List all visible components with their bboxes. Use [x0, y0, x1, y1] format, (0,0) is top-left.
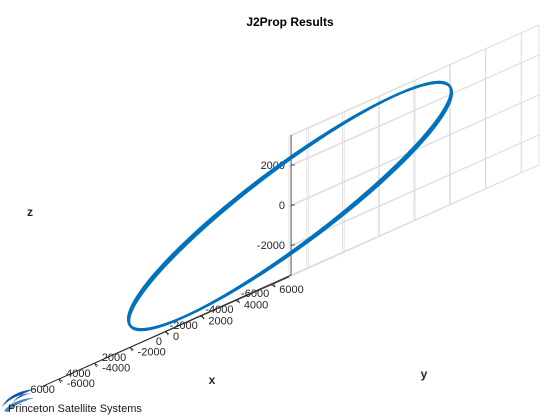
x-tick-label: 0	[156, 336, 162, 348]
orbit-line	[128, 80, 452, 332]
pss-swoosh-logo-accent	[4, 398, 34, 412]
y-tick-label: 2000	[208, 315, 232, 327]
z-tick-label: 2000	[261, 160, 285, 172]
y-tick-label: 6000	[279, 284, 303, 296]
y-tick-label: -4000	[102, 362, 130, 374]
y-tick-mark	[93, 363, 99, 366]
chart-title: J2Prop Results	[246, 15, 334, 29]
z-tick-label: 0	[279, 200, 285, 212]
brand-logo	[2, 389, 36, 412]
x-tick-label: -6000	[241, 288, 269, 300]
x-axis-label: x	[209, 373, 216, 387]
y-tick-label: 4000	[244, 300, 268, 312]
pss-swoosh-logo-icon	[2, 389, 36, 407]
box-edge	[288, 164, 540, 278]
y-tick-label: 0	[173, 331, 179, 343]
y-tick-label: -6000	[67, 378, 95, 390]
z-tick-label: -2000	[257, 240, 285, 252]
grid-line-wall-y-horiz	[288, 54, 540, 168]
y-tick-label: -2000	[138, 347, 166, 359]
orbit-series	[126, 80, 454, 332]
grid-line-wall-y-horiz	[288, 134, 540, 248]
box-edge	[288, 24, 540, 138]
z-tick-labels: -2000 0 2000	[257, 160, 285, 252]
x-tick-label: 6000	[30, 384, 54, 396]
y-tick-mark	[58, 378, 63, 382]
y-tick-mark	[164, 331, 170, 335]
y-tick-mark	[200, 315, 205, 319]
y-axis-label: y	[421, 367, 428, 381]
y-tick-mark	[271, 284, 276, 288]
y-tick-mark	[129, 347, 134, 351]
x-tick-label: 2000	[102, 352, 126, 364]
x-tick-label: 4000	[66, 368, 90, 380]
y-tick-mark	[235, 300, 240, 303]
x-tick-label: -4000	[205, 304, 233, 316]
grid	[41, 24, 540, 388]
x-tick-label: -2000	[170, 320, 198, 332]
brand-text: Princeton Satellite Systems	[8, 403, 142, 415]
z-axis-label: z	[27, 205, 33, 219]
